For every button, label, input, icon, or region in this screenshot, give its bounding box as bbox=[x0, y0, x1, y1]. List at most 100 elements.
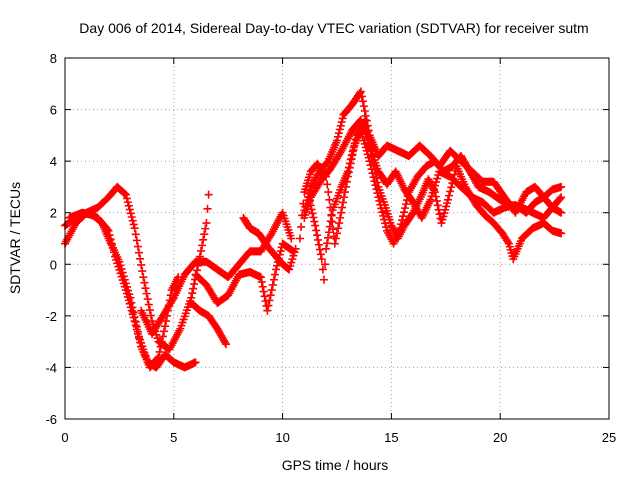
data-point bbox=[131, 230, 140, 239]
series-track-7 bbox=[239, 213, 300, 274]
data-point bbox=[427, 180, 436, 189]
data-point bbox=[161, 322, 170, 331]
y-tick-label: -4 bbox=[45, 360, 57, 375]
data-point bbox=[426, 178, 435, 187]
data-point bbox=[318, 265, 327, 274]
data-point bbox=[360, 117, 369, 126]
data-point bbox=[222, 340, 231, 349]
series-track-4 bbox=[137, 208, 296, 338]
data-point bbox=[327, 210, 336, 219]
data-point bbox=[380, 215, 389, 224]
data-point bbox=[317, 255, 326, 264]
x-axis-label: GPS time / hours bbox=[282, 457, 389, 473]
data-point bbox=[188, 289, 197, 298]
y-axis-label: SDTVAR / TECUs bbox=[7, 182, 23, 294]
data-point bbox=[265, 296, 274, 305]
data-point bbox=[431, 192, 440, 201]
data-point bbox=[429, 186, 438, 195]
data-point bbox=[127, 213, 136, 222]
data-point bbox=[158, 332, 167, 341]
axis-ticks: 0 5 10 15 20 25 -6 -4 -2 0 2 4 6 8 bbox=[45, 51, 616, 445]
data-point bbox=[131, 317, 140, 326]
data-point bbox=[123, 282, 132, 291]
data-point bbox=[433, 174, 442, 183]
data-point bbox=[305, 197, 314, 206]
data-point bbox=[117, 264, 126, 273]
x-tick-label: 20 bbox=[493, 430, 507, 445]
data-point bbox=[140, 278, 149, 287]
data-point bbox=[200, 230, 209, 239]
data-point bbox=[123, 198, 132, 207]
data-point bbox=[329, 225, 338, 234]
data-point bbox=[389, 225, 398, 234]
data-point bbox=[128, 303, 137, 312]
data-point bbox=[155, 347, 164, 356]
data-point bbox=[125, 205, 134, 214]
data-point bbox=[276, 247, 285, 256]
data-point bbox=[387, 221, 396, 230]
data-point bbox=[314, 235, 323, 244]
data-point bbox=[266, 291, 275, 300]
data-point bbox=[365, 157, 374, 166]
data-point bbox=[363, 127, 372, 136]
data-point bbox=[326, 203, 335, 212]
data-point bbox=[269, 275, 278, 284]
data-point bbox=[333, 136, 341, 145]
data-point bbox=[338, 114, 347, 123]
data-point bbox=[156, 342, 165, 351]
y-tick-label: -6 bbox=[45, 412, 57, 427]
data-point bbox=[143, 295, 152, 304]
data-point bbox=[382, 223, 391, 232]
data-point bbox=[260, 292, 269, 301]
y-tick-label: 6 bbox=[50, 103, 57, 118]
data-point bbox=[322, 172, 331, 181]
data-point bbox=[136, 254, 145, 263]
data-point bbox=[257, 277, 266, 286]
data-point bbox=[121, 279, 130, 288]
data-point bbox=[399, 208, 408, 217]
data-point bbox=[446, 187, 455, 196]
data-point bbox=[324, 228, 333, 237]
data-point bbox=[168, 295, 177, 304]
series-track-2 bbox=[61, 208, 183, 372]
data-point bbox=[132, 322, 141, 331]
data-point bbox=[130, 224, 139, 233]
data-point bbox=[145, 306, 154, 315]
series-track-11 bbox=[296, 126, 566, 248]
data-point bbox=[310, 217, 319, 226]
data-point bbox=[401, 200, 410, 209]
data-point bbox=[366, 161, 375, 170]
data-point bbox=[345, 163, 354, 172]
data-point bbox=[447, 183, 456, 192]
data-point bbox=[133, 327, 142, 336]
data-point bbox=[396, 224, 405, 233]
data-point bbox=[272, 265, 281, 274]
data-point bbox=[189, 284, 198, 293]
data-point bbox=[137, 260, 146, 269]
series-track-6 bbox=[191, 239, 298, 315]
y-tick-label: 2 bbox=[50, 206, 57, 221]
data-point bbox=[378, 208, 387, 217]
data-point bbox=[370, 177, 379, 186]
data-point bbox=[362, 121, 371, 130]
data-point bbox=[268, 280, 277, 289]
data-point bbox=[119, 272, 128, 281]
data-point bbox=[335, 125, 344, 134]
data-point bbox=[340, 193, 349, 202]
data-point bbox=[138, 267, 147, 276]
data-point bbox=[347, 154, 356, 163]
data-point bbox=[364, 133, 373, 142]
data-point bbox=[197, 246, 205, 255]
data-point bbox=[297, 222, 306, 231]
data-point bbox=[348, 150, 357, 159]
data-point bbox=[337, 118, 346, 127]
data-point bbox=[377, 204, 386, 213]
data-point bbox=[397, 220, 406, 229]
data-point bbox=[256, 273, 265, 282]
data-point bbox=[190, 280, 199, 289]
data-point bbox=[120, 189, 129, 198]
data-point bbox=[425, 177, 434, 186]
data-points bbox=[61, 87, 566, 372]
data-point bbox=[402, 196, 411, 205]
